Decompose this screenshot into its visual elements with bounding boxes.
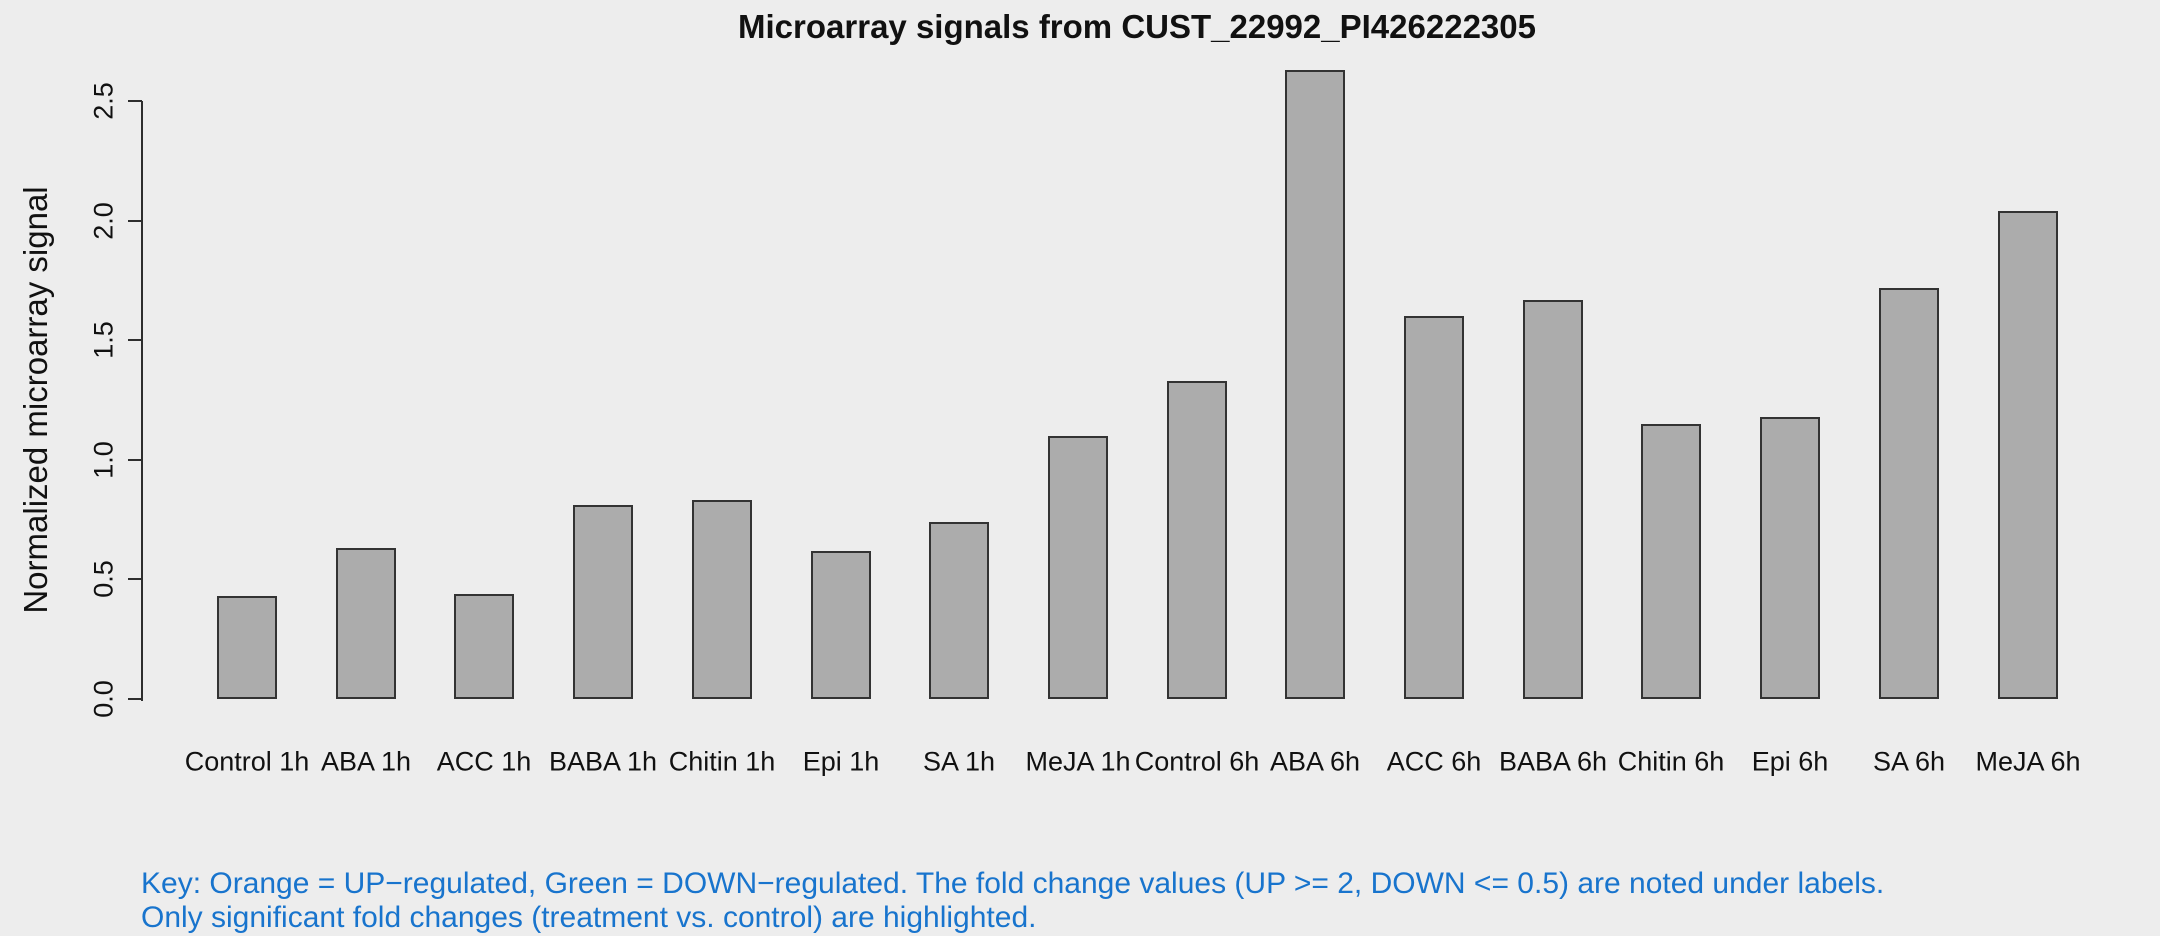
footer-key-line1: Key: Orange = UP−regulated, Green = DOWN… xyxy=(141,867,1885,900)
bar xyxy=(573,505,633,699)
y-tick-mark xyxy=(128,578,142,581)
x-tick-label: BABA 6h xyxy=(1498,746,1608,777)
x-tick-label: Control 6h xyxy=(1134,746,1260,777)
x-tick-label: Epi 6h xyxy=(1751,746,1829,777)
y-tick-label: 2.0 xyxy=(88,201,119,240)
y-tick-mark xyxy=(128,219,142,222)
y-tick-mark xyxy=(128,698,142,700)
bar xyxy=(929,522,989,699)
footer-key-note: Key: Orange = UP−regulated, Green = DOWN… xyxy=(141,867,1884,935)
y-tick-label: 2.5 xyxy=(88,82,119,120)
bar xyxy=(1285,70,1345,699)
y-tick-label: 1.0 xyxy=(88,441,119,479)
x-tick-label: MeJA 1h xyxy=(1025,746,1131,777)
x-tick-label: Chitin 6h xyxy=(1617,746,1725,777)
x-tick-label: ABA 1h xyxy=(320,746,412,777)
bar xyxy=(1167,381,1227,699)
bar xyxy=(336,548,396,699)
y-tick-label: 1.5 xyxy=(88,321,119,359)
x-tick-label: MeJA 6h xyxy=(1975,746,2081,777)
bar xyxy=(692,500,752,699)
x-tick-label: Control 1h xyxy=(184,746,310,777)
x-tick-label: ABA 6h xyxy=(1269,746,1361,777)
y-tick-label: 0.5 xyxy=(88,560,119,599)
y-tick-mark xyxy=(128,339,142,342)
x-tick-label: SA 6h xyxy=(1872,746,1946,777)
bar xyxy=(811,551,871,699)
y-tick-mark xyxy=(128,100,142,102)
bar xyxy=(217,596,277,699)
bar xyxy=(454,594,514,699)
x-tick-label: Epi 1h xyxy=(802,746,880,777)
y-axis-line xyxy=(141,101,143,701)
x-tick-label: BABA 1h xyxy=(548,746,658,777)
y-tick-mark xyxy=(128,458,142,461)
x-tick-label: Chitin 1h xyxy=(668,746,776,777)
bar xyxy=(1404,316,1464,699)
chart-title: Microarray signals from CUST_22992_PI426… xyxy=(738,8,1536,45)
x-tick-label: SA 1h xyxy=(922,746,996,777)
bar xyxy=(1760,417,1820,699)
y-axis-label: Normalized microarray signal xyxy=(17,186,54,614)
bar xyxy=(1998,211,2058,699)
x-tick-label: ACC 6h xyxy=(1386,746,1482,777)
bar xyxy=(1641,424,1701,699)
bar xyxy=(1879,288,1939,699)
x-tick-label: ACC 1h xyxy=(436,746,532,777)
bar xyxy=(1523,300,1583,699)
y-tick-label: 0.0 xyxy=(88,680,119,718)
footer-key-line2: Only significant fold changes (treatment… xyxy=(141,901,1037,934)
bar xyxy=(1048,436,1108,699)
